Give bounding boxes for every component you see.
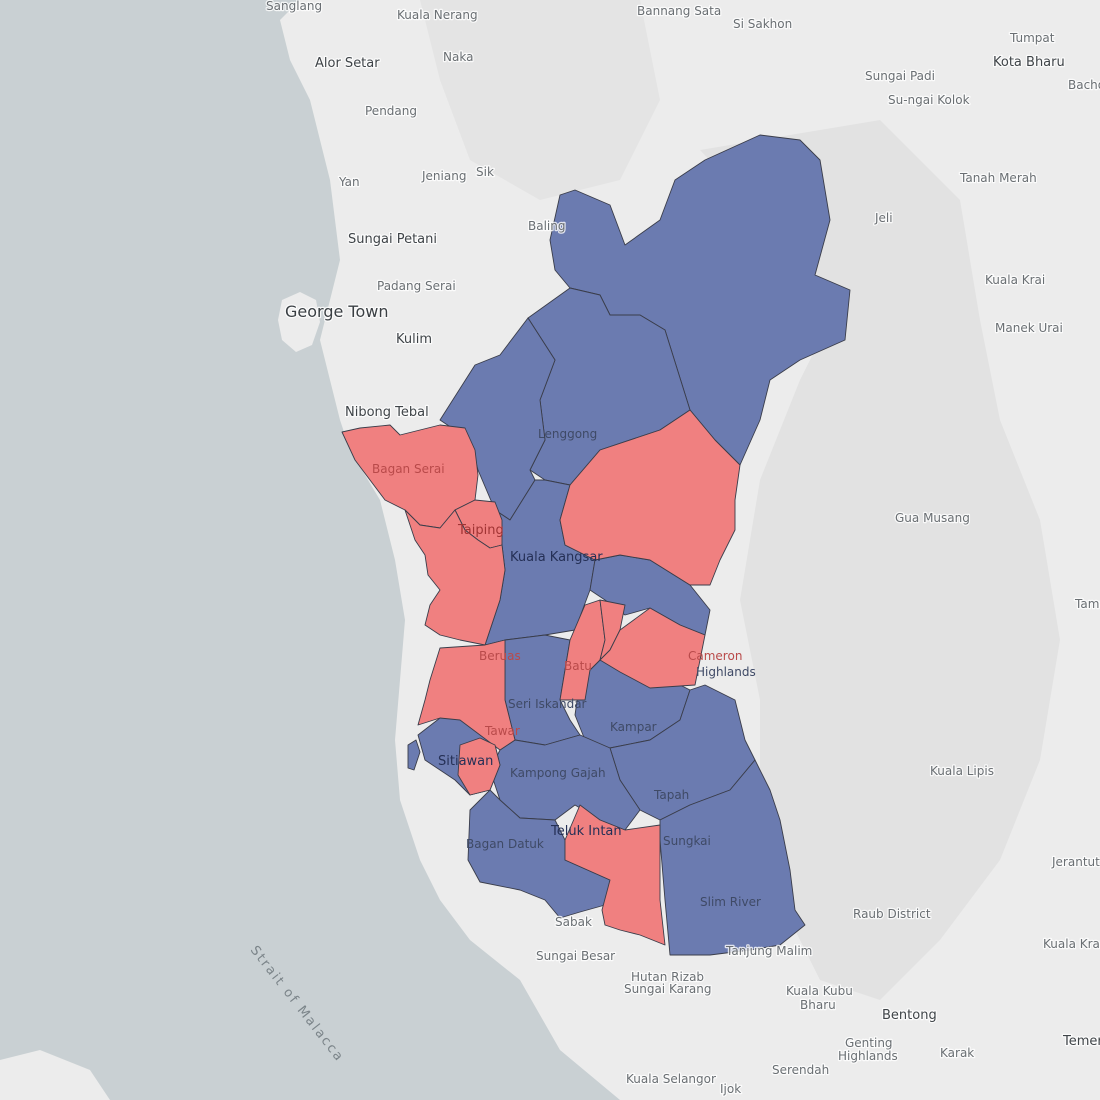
label-teluk-intan: Teluk Intan [550, 824, 622, 839]
district-manjung-north[interactable] [404, 509, 506, 646]
label-kuala-selangor: Kuala Selangor [626, 1072, 716, 1086]
district-cameron[interactable] [599, 607, 706, 689]
label-bharu: Bharu [800, 998, 836, 1012]
label-sungkai: Sungkai [663, 834, 711, 848]
south-coast-land [0, 1050, 110, 1100]
label-yan: Yan [338, 175, 360, 189]
label-genting: Genting [845, 1036, 893, 1050]
label-bagan-datuk: Bagan Datuk [466, 837, 544, 851]
label-sungai-padi: Sungai Padi [865, 69, 935, 83]
label-taiping: Taiping [457, 523, 504, 538]
label-beruas: Beruas [479, 649, 521, 663]
label-sitiawan: Sitiawan [438, 754, 493, 769]
label-hutan-rizab: Hutan Rizab [631, 970, 704, 984]
label-alor-setar: Alor Setar [315, 56, 380, 71]
district-labels: Lenggong Bagan Serai Taiping Kuala Kangs… [372, 427, 814, 959]
label-kuala-kangsar: Kuala Kangsar [510, 550, 603, 565]
district-sungkai-slim[interactable] [659, 759, 806, 956]
label-ijok: Ijok [720, 1082, 741, 1096]
label-temer: Temer [1062, 1034, 1100, 1049]
label-lenggong: Lenggong [538, 427, 597, 441]
label-kulim: Kulim [396, 332, 432, 347]
label-bagan-serai: Bagan Serai [372, 462, 445, 476]
label-seri-iskandar: Seri Iskandar [508, 697, 587, 711]
label-baling: Baling [528, 219, 565, 233]
label-sik: Sik [476, 165, 494, 179]
label-jeli: Jeli [874, 211, 893, 225]
district-sungai-siput[interactable] [559, 409, 741, 586]
label-tama: Tama [1074, 597, 1100, 611]
label-highlands: Highlands [696, 665, 756, 679]
label-sungai-karang: Sungai Karang [624, 982, 711, 996]
penang-island [278, 292, 320, 352]
label-kota-bharu: Kota Bharu [993, 55, 1065, 70]
label-sungai-besar: Sungai Besar [536, 949, 615, 963]
district-pantai-remis[interactable] [457, 737, 501, 796]
label-pendang: Pendang [365, 104, 417, 118]
place-labels: Sanglang Kuala Nerang Bannang Sata Si Sa… [265, 0, 1100, 1097]
label-su-ngai-kolok: Su-ngai Kolok [888, 93, 970, 107]
label-batu-gajah: Batu [564, 659, 592, 673]
label-bannang-sata: Bannang Sata [637, 4, 721, 18]
label-sanglang: Sanglang [266, 0, 322, 13]
label-tanjung-malim: Tanjung Malim [725, 944, 812, 958]
label-kuala-kubu: Kuala Kubu [786, 984, 853, 998]
label-raub-district: Raub District [853, 907, 931, 921]
label-sabak: Sabak [555, 915, 592, 929]
label-kuala-krai: Kuala Krai [985, 273, 1045, 287]
label-padang-serai: Padang Serai [377, 279, 456, 293]
label-karak: Karak [940, 1046, 974, 1060]
label-bacho: Bacho [1068, 78, 1100, 92]
label-genting-highlands: Highlands [838, 1049, 898, 1063]
label-serendah: Serendah [772, 1063, 829, 1077]
terrain-shade-north [420, 0, 660, 200]
district-teluk-intan[interactable] [564, 804, 666, 946]
label-sungai-petani: Sungai Petani [348, 232, 437, 247]
label-jerantut: Jerantut [1051, 855, 1100, 869]
label-kuala-nerang: Kuala Nerang [397, 8, 478, 22]
label-pantai-remis: Tawar [484, 724, 520, 738]
label-naka: Naka [443, 50, 473, 64]
label-tapah: Tapah [653, 788, 689, 802]
label-kuala-kraur: Kuala Kraur [1043, 937, 1100, 951]
label-nibong-tebal: Nibong Tebal [345, 405, 429, 420]
label-bentong: Bentong [882, 1008, 937, 1023]
label-tanah-merah: Tanah Merah [959, 171, 1037, 185]
label-cameron: Cameron [688, 649, 742, 663]
district-bagan-serai[interactable] [341, 424, 479, 529]
label-george-town: George Town [285, 302, 388, 321]
label-kampong-gajah: Kampong Gajah [510, 766, 606, 780]
district-selama[interactable] [439, 317, 556, 521]
label-si-sakhon: Si Sakhon [733, 17, 792, 31]
terrain-shade [700, 120, 1060, 1000]
label-slim-river: Slim River [700, 895, 761, 909]
label-manek-urai: Manek Urai [995, 321, 1063, 335]
district-beruas[interactable] [417, 639, 516, 751]
label-kuala-lipis: Kuala Lipis [930, 764, 994, 778]
label-kampar: Kampar [610, 720, 657, 734]
label-gua-musang: Gua Musang [895, 511, 970, 525]
label-tumpat: Tumpat [1009, 31, 1055, 45]
district-sitiawan-island[interactable] [407, 739, 421, 771]
perak-districts-red [341, 409, 741, 946]
label-jeniang: Jeniang [421, 169, 466, 183]
